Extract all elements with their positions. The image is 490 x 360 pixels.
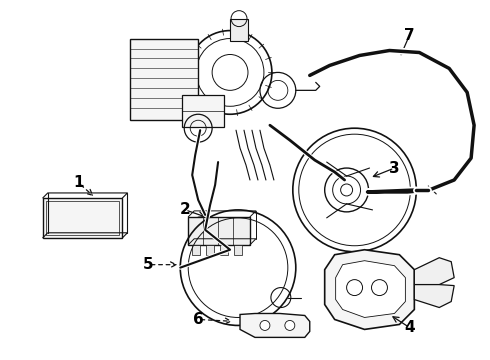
Circle shape <box>371 280 388 296</box>
Circle shape <box>260 320 270 330</box>
Bar <box>234 245 242 255</box>
Polygon shape <box>240 314 310 337</box>
Text: 1: 1 <box>74 175 84 190</box>
Polygon shape <box>415 285 454 307</box>
Text: 6: 6 <box>193 312 203 327</box>
Polygon shape <box>415 258 454 285</box>
Text: 5: 5 <box>143 257 154 272</box>
Polygon shape <box>336 261 405 318</box>
Bar <box>43 198 122 238</box>
Text: 4: 4 <box>404 320 415 335</box>
Text: 2: 2 <box>180 202 191 217</box>
Circle shape <box>285 320 295 330</box>
Polygon shape <box>325 250 415 329</box>
Bar <box>230 19 248 41</box>
Text: 3: 3 <box>389 161 400 176</box>
Bar <box>192 245 200 255</box>
Bar <box>46 201 120 235</box>
Bar <box>130 39 198 120</box>
Bar <box>220 245 228 255</box>
Bar <box>206 245 214 255</box>
Bar <box>188 217 250 245</box>
Text: 7: 7 <box>404 28 415 43</box>
Bar <box>182 95 224 127</box>
Circle shape <box>346 280 363 296</box>
